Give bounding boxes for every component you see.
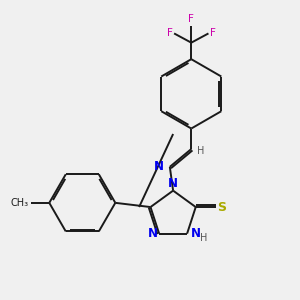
Text: N: N bbox=[154, 160, 164, 173]
Text: F: F bbox=[210, 28, 216, 38]
Text: N: N bbox=[191, 227, 201, 240]
Text: N: N bbox=[168, 177, 178, 190]
Text: S: S bbox=[217, 201, 226, 214]
Text: F: F bbox=[188, 14, 194, 24]
Text: H: H bbox=[200, 232, 207, 243]
Text: H: H bbox=[197, 146, 205, 156]
Text: F: F bbox=[167, 28, 172, 38]
Text: CH₃: CH₃ bbox=[10, 198, 28, 208]
Text: N: N bbox=[148, 227, 158, 240]
